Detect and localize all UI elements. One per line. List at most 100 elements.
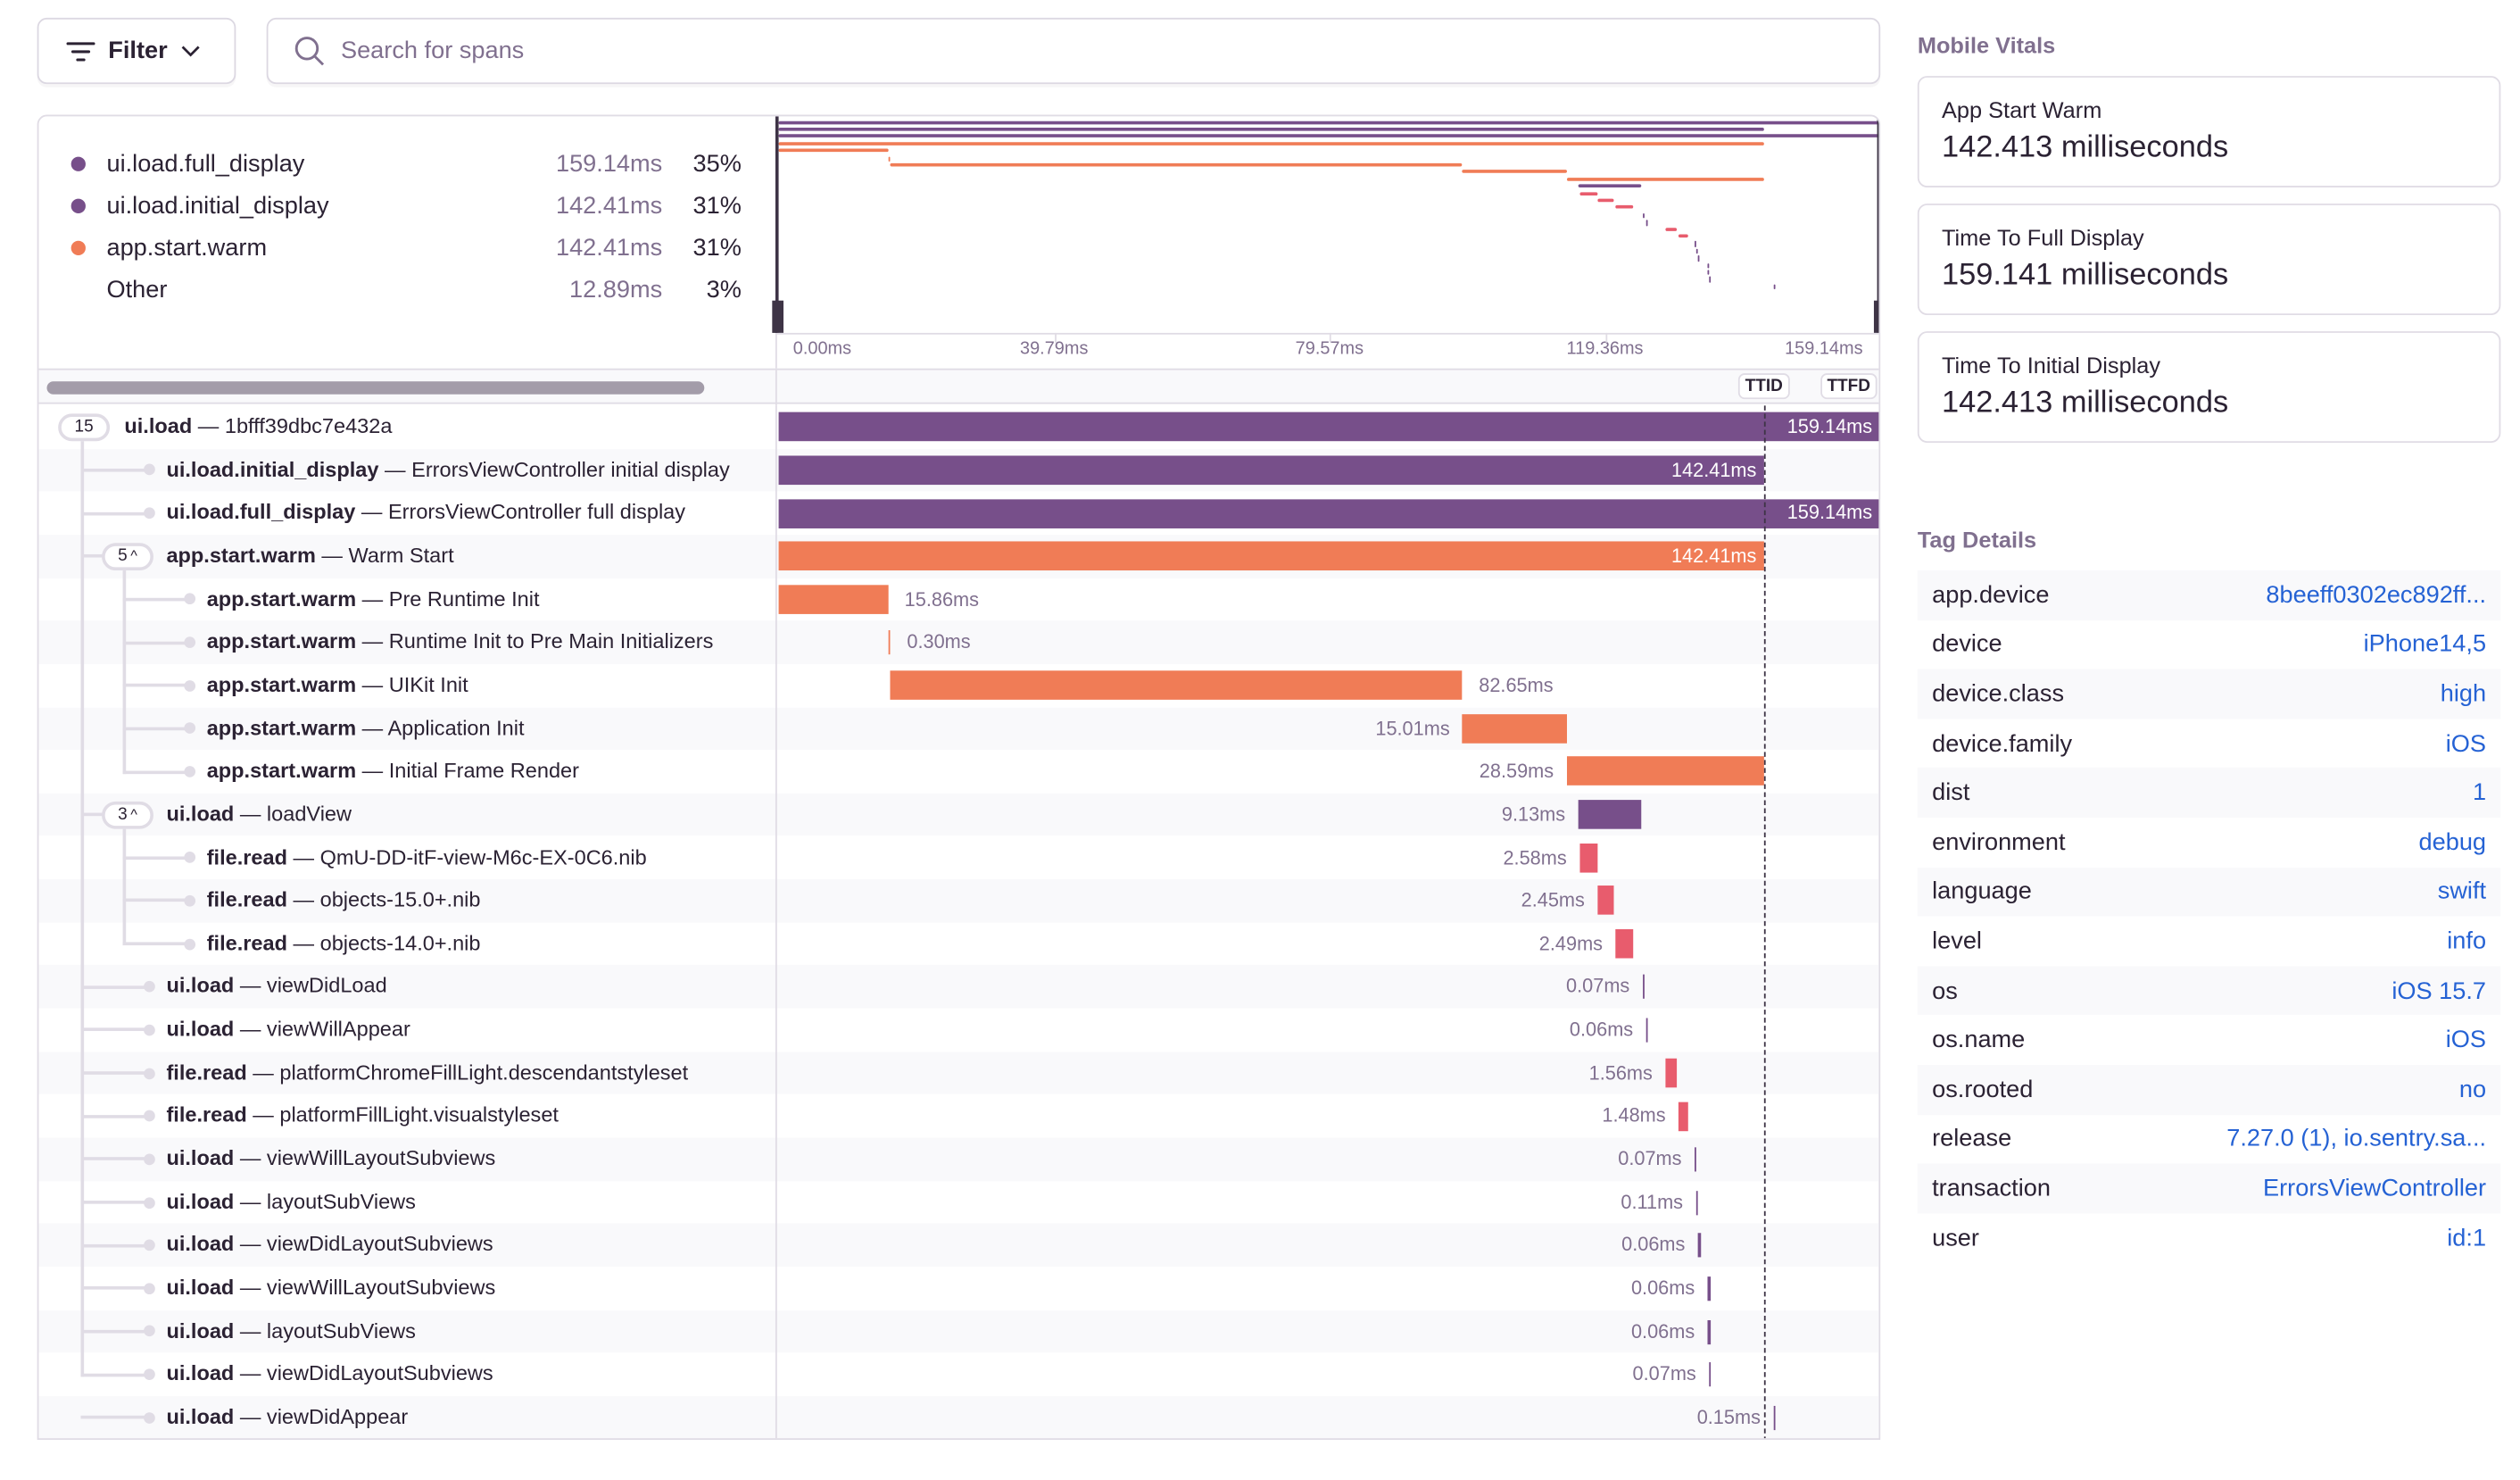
tag-value-link[interactable]: ErrorsViewController bbox=[2263, 1175, 2487, 1202]
horizontal-scrollbar[interactable] bbox=[46, 381, 705, 395]
minimap-right-handle[interactable] bbox=[1877, 116, 1879, 333]
span-bar[interactable] bbox=[1697, 1233, 1701, 1259]
span-row[interactable]: app.start.warm — Runtime Init to Pre Mai… bbox=[38, 620, 1879, 664]
tag-value-link[interactable]: id:1 bbox=[2447, 1224, 2487, 1252]
tag-value-link[interactable]: 7.27.0 (1), io.sentry.sa... bbox=[2226, 1125, 2487, 1153]
collapse-toggle[interactable]: 5 ^ bbox=[102, 542, 153, 570]
tag-value-link[interactable]: high bbox=[2440, 680, 2487, 708]
span-row[interactable]: ui.load — viewDidLoad 0.07ms bbox=[38, 965, 1879, 1009]
span-bar[interactable] bbox=[1665, 1058, 1677, 1088]
span-bar[interactable] bbox=[1709, 1362, 1712, 1387]
span-op: ui.load bbox=[166, 973, 235, 998]
span-row[interactable]: app.start.warm — Application Init 15.01ms bbox=[38, 707, 1879, 751]
tag-row: dist 1 bbox=[1917, 768, 2501, 818]
tag-value-link[interactable]: swift bbox=[2437, 877, 2487, 906]
span-bar[interactable] bbox=[1645, 1018, 1649, 1043]
tag-value-link[interactable]: iPhone14,5 bbox=[2363, 630, 2487, 659]
span-bar[interactable] bbox=[1707, 1319, 1711, 1344]
tag-value-link[interactable]: iOS 15.7 bbox=[2392, 977, 2487, 1005]
span-row[interactable]: ui.load — viewDidLayoutSubviews 0.06ms bbox=[38, 1224, 1879, 1268]
tag-value-link[interactable]: debug bbox=[2418, 828, 2487, 857]
collapse-toggle[interactable]: 15 bbox=[58, 413, 111, 441]
span-row[interactable]: ui.load — viewDidAppear 0.15ms bbox=[38, 1395, 1879, 1439]
span-bar[interactable] bbox=[1695, 1190, 1699, 1215]
span-row[interactable]: file.read — objects-14.0+.nib 2.49ms bbox=[38, 922, 1878, 965]
trace-waterfall-panel: ui.load.full_display 159.14ms 35% ui.load.i… bbox=[37, 114, 1881, 1440]
legend-name: Other bbox=[106, 275, 168, 303]
span-bar[interactable] bbox=[1679, 1102, 1689, 1131]
marker-label-ttid[interactable]: TTID bbox=[1738, 373, 1790, 400]
span-row[interactable]: ui.load — 1bfff39dbc7e432a 15 159.14ms bbox=[38, 405, 1879, 448]
tag-row: environment debug bbox=[1918, 818, 2501, 867]
span-row[interactable]: ui.load — loadView 3 ^ 9.13ms bbox=[38, 793, 1879, 836]
span-bar[interactable] bbox=[778, 541, 1765, 571]
span-row[interactable]: ui.load.full_display — ErrorsViewControl… bbox=[38, 492, 1879, 535]
span-row[interactable]: ui.load — layoutSubViews 0.11ms bbox=[38, 1181, 1878, 1224]
legend-name: ui.load.full_display bbox=[106, 149, 305, 178]
span-bar[interactable] bbox=[778, 455, 1765, 485]
span-duration-label: 0.07ms bbox=[1618, 1147, 1682, 1170]
legend-dot-icon bbox=[70, 239, 86, 255]
tag-value-link[interactable]: no bbox=[2458, 1076, 2487, 1104]
span-row[interactable]: file.read — QmU-DD-itF-view-M6c-EX-0C6.n… bbox=[38, 836, 1878, 879]
minimap-span bbox=[1697, 255, 1699, 262]
span-description: viewDidAppear bbox=[266, 1404, 409, 1429]
span-description: ErrorsViewController full display bbox=[387, 499, 686, 525]
tag-value-link[interactable]: iOS bbox=[2445, 729, 2487, 758]
span-row[interactable]: ui.load.initial_display — ErrorsViewCont… bbox=[38, 448, 1879, 492]
span-bar[interactable] bbox=[1578, 800, 1642, 829]
span-row[interactable]: app.start.warm — UIKit Init 82.65ms bbox=[38, 664, 1878, 707]
span-bar[interactable] bbox=[778, 412, 1879, 442]
filter-button[interactable]: Filter bbox=[37, 17, 236, 85]
tag-value-link[interactable]: 1 bbox=[2472, 778, 2487, 807]
drag-handle[interactable] bbox=[1873, 300, 1879, 333]
span-bar[interactable] bbox=[1597, 886, 1615, 916]
span-description: platformFillLight.visualstyleset bbox=[279, 1102, 559, 1127]
span-bar[interactable] bbox=[778, 585, 889, 614]
span-row[interactable]: ui.load — viewDidLayoutSubviews 0.07ms bbox=[38, 1353, 1878, 1396]
span-row[interactable]: file.read — objects-15.0+.nib 2.45ms bbox=[38, 879, 1879, 923]
span-bar[interactable] bbox=[1579, 843, 1598, 873]
axis-tick-label: 119.36ms bbox=[1566, 339, 1644, 359]
span-row[interactable]: app.start.warm — Initial Frame Render 28.… bbox=[38, 750, 1878, 793]
span-row[interactable]: file.read — platformChromeFillLight.desc… bbox=[38, 1052, 1879, 1095]
span-row[interactable]: ui.load — viewWillLayoutSubviews 0.07ms bbox=[38, 1137, 1879, 1181]
span-bar[interactable] bbox=[1615, 929, 1633, 959]
tag-key: device.family bbox=[1932, 729, 2073, 758]
marker-label-ttfd[interactable]: TTFD bbox=[1820, 373, 1878, 400]
span-title: ui.load — viewDidAppear bbox=[166, 1404, 409, 1429]
span-row[interactable]: ui.load — viewWillLayoutSubviews 0.06ms bbox=[38, 1267, 1878, 1310]
span-duration-label: 142.41ms bbox=[1670, 458, 1757, 481]
span-row[interactable]: app.start.warm — Warm Start 5 ^ 142.41ms bbox=[38, 535, 1879, 578]
span-op: ui.load bbox=[166, 1318, 235, 1343]
span-bar[interactable] bbox=[1463, 713, 1567, 744]
collapse-toggle[interactable]: 3 ^ bbox=[102, 801, 153, 829]
tag-value-link[interactable]: 8beeff0302ec892ff... bbox=[2266, 581, 2487, 610]
tag-details-heading: Tag Details bbox=[1917, 527, 2037, 553]
span-bar[interactable] bbox=[778, 498, 1879, 528]
tag-row: release 7.27.0 (1), io.sentry.sa... bbox=[1918, 1114, 2501, 1163]
span-title: file.read — objects-14.0+.nib bbox=[206, 930, 481, 955]
span-bar[interactable] bbox=[890, 670, 1463, 701]
drag-handle[interactable] bbox=[771, 300, 783, 333]
span-bar[interactable] bbox=[1566, 757, 1765, 786]
minimap-span bbox=[1773, 284, 1775, 290]
minimap[interactable] bbox=[771, 116, 1879, 333]
span-bar[interactable] bbox=[1642, 975, 1645, 1000]
span-bar[interactable] bbox=[1773, 1405, 1777, 1431]
span-row[interactable]: file.read — platformFillLight.visualstyl… bbox=[38, 1094, 1878, 1137]
search-placeholder: Search for spans bbox=[340, 37, 525, 65]
minimap-left-handle[interactable] bbox=[775, 116, 779, 333]
tag-value-link[interactable]: iOS bbox=[2445, 1026, 2487, 1054]
span-row[interactable]: app.start.warm — Pre Runtime Init 15.86ms bbox=[38, 578, 1878, 620]
span-row[interactable]: ui.load — layoutSubViews 0.06ms bbox=[38, 1310, 1879, 1353]
span-bar[interactable] bbox=[1694, 1147, 1697, 1172]
tag-row: transaction ErrorsViewController bbox=[1917, 1163, 2501, 1214]
span-duration-label: 0.07ms bbox=[1632, 1362, 1696, 1385]
span-bar[interactable] bbox=[888, 630, 891, 655]
search-input[interactable]: Search for spans bbox=[266, 17, 1881, 85]
legend-name: app.start.warm bbox=[106, 233, 268, 262]
tag-value-link[interactable]: info bbox=[2447, 927, 2487, 955]
span-row[interactable]: ui.load — viewWillAppear 0.06ms bbox=[38, 1009, 1878, 1052]
span-bar[interactable] bbox=[1707, 1276, 1711, 1301]
